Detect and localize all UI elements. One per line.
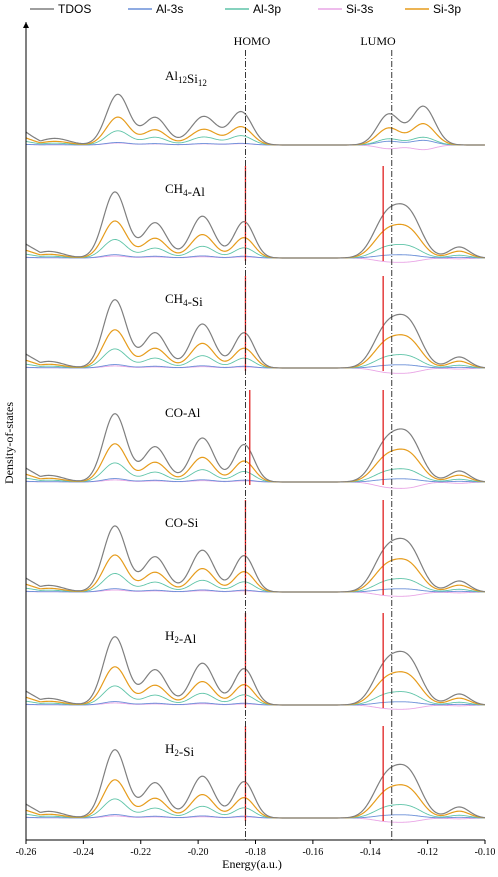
series-al-3s-panel-2 — [25, 254, 485, 259]
series-al-3p-panel-1 — [25, 130, 485, 146]
series-al-3s-panel-5 — [25, 588, 485, 593]
series-tdos-panel-4 — [25, 413, 485, 483]
reference-lines — [245, 50, 393, 840]
x-tick-label: -0.24 — [73, 847, 94, 858]
series-tdos-panel-7 — [25, 749, 485, 819]
series-al-3s-panel-7 — [25, 814, 485, 819]
panel-label: CO-Al — [165, 405, 201, 420]
panel-label: CH4-Al — [165, 181, 205, 199]
panel-label: CH4-Si — [165, 291, 203, 309]
panel-2: CH4-Al — [25, 166, 485, 263]
panel-5: CO-Si — [25, 500, 485, 597]
y-axis-label: Density-of-states — [2, 402, 16, 484]
x-tick-label: -0.10 — [475, 847, 496, 858]
series-al-3s-panel-3 — [25, 364, 485, 369]
legend: TDOS Al-3s Al-3p Si-3s Si-3p — [30, 2, 461, 16]
series-al-3p-panel-7 — [25, 798, 485, 819]
x-tick-label: -0.26 — [16, 847, 37, 858]
x-axis-label: Energy(a.u.) — [222, 857, 282, 871]
series-tdos-panel-6 — [25, 636, 485, 706]
series-si-3p-panel-7 — [25, 779, 485, 819]
frontier-labels: HOMO LUMO — [234, 34, 396, 48]
y-axis-arrow-icon — [23, 22, 29, 28]
legend-label-al-3p: Al-3p — [253, 2, 281, 16]
series-al-3p-panel-5 — [25, 573, 485, 593]
axes: -0.26 -0.24 -0.22 -0.20 -0.18 -0.16 -0.14 -0.12… — [16, 22, 496, 858]
dos-panels: Al12Si12 CH4-Al CH4-Si CO-Al CO-Si H2-Al H2-Si — [25, 68, 485, 823]
series-tdos-panel-5 — [25, 525, 485, 593]
panel-3: CH4-Si — [25, 276, 485, 374]
legend-label-si-3p: Si-3p — [433, 2, 461, 16]
x-tick-label: -0.18 — [245, 847, 266, 858]
x-tick-label: -0.22 — [130, 847, 151, 858]
legend-label-si-3s: Si-3s — [346, 2, 373, 16]
panel-label: CO-Si — [165, 515, 199, 530]
panel-label: Al12Si12 — [165, 68, 207, 88]
series-si-3p-panel-3 — [25, 329, 485, 369]
series-al-3s-panel-4 — [25, 478, 485, 483]
panel-label: H2-Al — [165, 628, 197, 646]
series-si-3p-panel-4 — [25, 443, 485, 483]
panel-7: H2-Si — [25, 726, 485, 823]
x-tick-label: -0.12 — [417, 847, 438, 858]
series-al-3p-panel-6 — [25, 685, 485, 706]
series-si-3p-panel-6 — [25, 666, 485, 706]
series-al-3p-panel-3 — [25, 348, 485, 369]
series-al-3p-panel-4 — [25, 462, 485, 483]
panel-4: CO-Al — [25, 390, 485, 489]
homo-label: HOMO — [234, 34, 271, 48]
lumo-label: LUMO — [360, 34, 396, 48]
series-tdos-panel-2 — [25, 191, 485, 259]
x-tick-label: -0.20 — [188, 847, 209, 858]
x-tick-label: -0.16 — [302, 847, 323, 858]
series-si-3p-panel-5 — [25, 554, 485, 593]
series-al-3s-panel-6 — [25, 701, 485, 706]
panel-1: Al12Si12 — [25, 68, 485, 151]
x-tick-label: -0.14 — [360, 847, 381, 858]
series-tdos-panel-3 — [25, 299, 485, 369]
series-al-3s-panel-1 — [25, 139, 485, 146]
legend-label-al-3s: Al-3s — [156, 2, 183, 16]
panel-6: H2-Al — [25, 613, 485, 710]
legend-label-tdos: TDOS — [58, 2, 91, 16]
series-si-3p-panel-1 — [25, 116, 485, 146]
series-al-3p-panel-2 — [25, 239, 485, 259]
panel-label: H2-Si — [165, 741, 194, 759]
series-tdos-panel-1 — [25, 93, 485, 146]
series-si-3p-panel-2 — [25, 220, 485, 259]
